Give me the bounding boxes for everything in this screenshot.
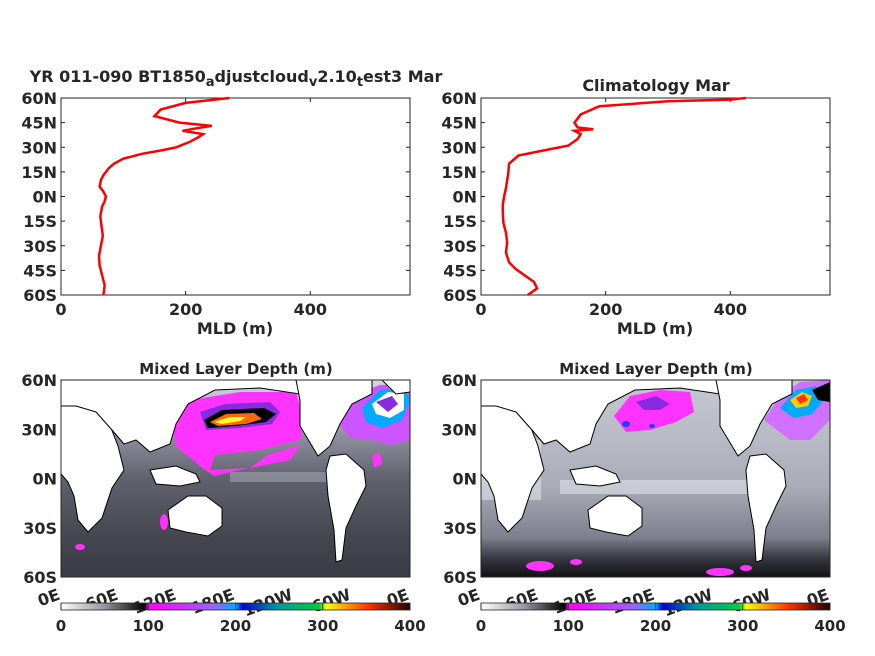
- continent-south-america: [745, 453, 787, 563]
- lat-tick-label: 60N: [441, 371, 477, 390]
- continent-australia: [167, 495, 223, 537]
- lon-tick-label: 60W: [729, 585, 773, 617]
- map-title: Mixed Layer Depth (m): [139, 360, 332, 378]
- lon-tick-label: 120E: [551, 585, 599, 618]
- y-tick-label: 30S: [443, 237, 477, 256]
- plot-area: [60, 97, 411, 296]
- y-tick-label: 30N: [441, 138, 477, 157]
- colorbar-tick-label: 100: [133, 617, 164, 635]
- mld-map-climatology: Mixed Layer Depth (m): [441, 360, 845, 635]
- colorbar-tick-label: 200: [220, 617, 251, 635]
- lon-tick-label: 120W: [661, 585, 716, 620]
- lat-tick-label: 0N: [32, 470, 57, 489]
- lon-tick-label: 180E: [609, 585, 657, 618]
- x-tick-label: 0: [475, 300, 486, 319]
- panel-title: YR 011-090 BT1850adjustcloudv2.10test3 M…: [29, 67, 443, 90]
- lat-tick-label: 30N: [21, 420, 57, 439]
- continent-australia: [587, 495, 643, 537]
- lat-tick-label: 60S: [23, 568, 57, 587]
- lon-tick-label: 180E: [189, 585, 237, 618]
- lon-tick-label: 120W: [241, 585, 296, 620]
- panel-title: Climatology Mar: [582, 76, 729, 95]
- y-tick-label: 60S: [443, 286, 477, 305]
- lat-tick-label: 30S: [443, 519, 477, 538]
- x-tick-label: 400: [294, 300, 327, 319]
- lat-tick-label: 60S: [443, 568, 477, 587]
- y-tick-label: 15N: [441, 163, 477, 182]
- mld-profile-line: [501, 96, 747, 297]
- colorbar-tick-label: 300: [727, 617, 758, 635]
- x-tick-label: 200: [169, 300, 202, 319]
- y-tick-label: 45S: [443, 261, 477, 280]
- x-tick-label: 400: [714, 300, 747, 319]
- y-tick-label: 45S: [23, 261, 57, 280]
- colorbar-tick-label: 300: [307, 617, 338, 635]
- continent-south-america: [325, 453, 367, 563]
- plot-area: [480, 97, 831, 296]
- colorbar-tick-label: 200: [640, 617, 671, 635]
- lon-tick-label: 0E: [35, 585, 62, 610]
- colorbar-tick-label: 400: [394, 617, 425, 635]
- map-frame: [60, 379, 411, 578]
- continent-north-america: [295, 380, 373, 457]
- x-axis-label: MLD (m): [617, 319, 693, 338]
- lon-tick-label: 60W: [309, 585, 353, 617]
- y-tick-label: 60S: [23, 286, 57, 305]
- lat-tick-label: 30N: [441, 420, 477, 439]
- map-title: Mixed Layer Depth (m): [559, 360, 752, 378]
- y-tick-label: 30N: [21, 138, 57, 157]
- lat-tick-label: 30S: [23, 519, 57, 538]
- colorbar-tick-label: 0: [476, 617, 486, 635]
- y-tick-label: 0N: [452, 188, 477, 207]
- lon-tick-label: 0E: [455, 585, 482, 610]
- y-tick-label: 15S: [23, 212, 57, 231]
- mld-map-model: Mixed Layer Depth (m): [21, 360, 425, 635]
- profile-panel-model: YR 011-090 BT1850adjustcloudv2.10test3 M…: [21, 67, 442, 338]
- y-tick-label: 15N: [21, 163, 57, 182]
- y-tick-label: 30S: [23, 237, 57, 256]
- y-tick-label: 60N: [441, 89, 477, 108]
- lon-tick-label: 120E: [131, 585, 179, 618]
- y-tick-label: 45N: [21, 114, 57, 133]
- continent-north-america: [715, 380, 793, 457]
- y-tick-label: 15S: [443, 212, 477, 231]
- x-axis-label: MLD (m): [197, 319, 273, 338]
- colorbar-tick-label: 0: [56, 617, 66, 635]
- colorbar-tick-label: 100: [553, 617, 584, 635]
- y-tick-label: 0N: [32, 188, 57, 207]
- high-mld-region-pacific: [614, 390, 694, 432]
- profile-panel-climatology: Climatology Mar 60N 45N 30N 15N 0N 15S 30S 45S 6…: [441, 76, 831, 338]
- colorbar-tick-label: 400: [814, 617, 845, 635]
- x-tick-label: 0: [55, 300, 66, 319]
- x-tick-label: 200: [589, 300, 622, 319]
- y-tick-label: 60N: [21, 89, 57, 108]
- y-tick-label: 45N: [441, 114, 477, 133]
- mld-profile-line: [97, 96, 230, 296]
- lat-tick-label: 60N: [21, 371, 57, 390]
- lat-tick-label: 0N: [452, 470, 477, 489]
- map-frame: [480, 379, 831, 578]
